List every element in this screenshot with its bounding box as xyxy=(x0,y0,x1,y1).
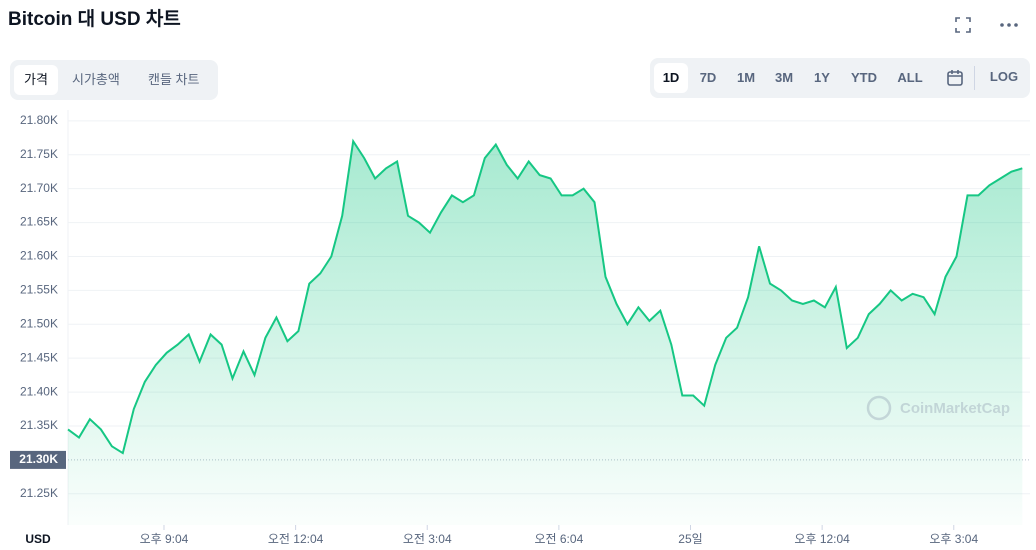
tab[interactable]: 캔들 차트 xyxy=(148,72,200,87)
y-tick-label: 21.70K xyxy=(20,181,58,195)
y-tick-label: 21.25K xyxy=(20,486,58,500)
log-button[interactable]: LOG xyxy=(989,69,1019,84)
x-tick-label: 오후 3:04 xyxy=(929,532,978,546)
tab[interactable]: 시가총액 xyxy=(72,72,120,87)
watermark: CoinMarketCap xyxy=(866,395,1010,421)
tab-group: 가격 시가총액 캔들 차트 xyxy=(10,60,218,100)
x-tick-label: 오후 9:04 xyxy=(140,532,189,546)
more-dot[interactable] xyxy=(1014,23,1018,27)
range-button[interactable]: YTD xyxy=(851,70,877,85)
range-button[interactable]: 7D xyxy=(699,70,717,85)
y-tick-label: 21.35K xyxy=(20,418,58,432)
y-tick-label: 21.55K xyxy=(20,283,58,297)
y-tick-label: 21.40K xyxy=(20,384,58,398)
range-button[interactable]: 3M xyxy=(774,70,794,85)
y-tick-label: 21.65K xyxy=(20,215,58,229)
more-dot[interactable] xyxy=(1000,23,1004,27)
price-line xyxy=(67,138,1023,455)
range-button[interactable]: ALL xyxy=(897,70,923,85)
y-tick-label: 21.60K xyxy=(20,249,58,263)
y-tick-label: 21.50K xyxy=(20,316,58,330)
chart-title: Bitcoin 대 USD 차트 xyxy=(8,9,181,30)
y-tick-label: 21.45K xyxy=(20,350,58,364)
fullscreen-icon[interactable] xyxy=(955,17,971,33)
toolbar-icons[interactable] xyxy=(954,16,1024,36)
y-tick-label: 21.30K xyxy=(19,452,58,466)
watermark-text: CoinMarketCap xyxy=(900,400,1010,417)
range-group: 1D 7D 1M 3M 1Y YTD ALL LOG xyxy=(650,58,1030,98)
tab[interactable]: 가격 xyxy=(14,65,58,95)
calendar-icon[interactable] xyxy=(946,69,964,87)
range-button[interactable]: 1D xyxy=(654,63,688,93)
x-tick-label: 25일 xyxy=(678,532,702,546)
x-tick-label: 오전 6:04 xyxy=(534,532,583,546)
y-tick-label: 21.75K xyxy=(20,147,58,161)
more-dot[interactable] xyxy=(1007,23,1011,27)
divider xyxy=(974,66,975,90)
range-button[interactable]: 1M xyxy=(736,70,756,85)
tick-badge xyxy=(10,450,66,469)
y-tick-label: 21.80K xyxy=(20,113,58,127)
x-tick-label: 오전 12:04 xyxy=(268,532,324,546)
x-tick-label: 오후 12:04 xyxy=(794,532,850,546)
x-tick-label: 오전 3:04 xyxy=(403,532,452,546)
axis-label: USD xyxy=(25,532,51,546)
range-button[interactable]: 1Y xyxy=(814,70,830,85)
area xyxy=(68,141,1023,525)
